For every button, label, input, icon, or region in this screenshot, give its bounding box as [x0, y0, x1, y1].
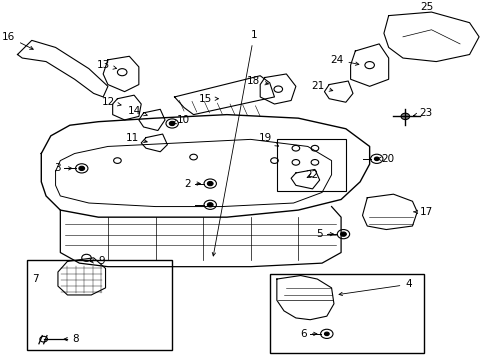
- Text: 4: 4: [339, 279, 412, 296]
- Circle shape: [374, 157, 379, 161]
- Text: 7: 7: [32, 274, 39, 284]
- Text: 9: 9: [90, 256, 105, 266]
- Text: 17: 17: [414, 207, 433, 217]
- Text: 15: 15: [198, 94, 219, 104]
- Text: 13: 13: [97, 60, 117, 70]
- Text: 23: 23: [414, 108, 433, 118]
- Text: 18: 18: [247, 76, 269, 86]
- Text: 25: 25: [420, 2, 433, 12]
- Text: 11: 11: [125, 132, 147, 143]
- Text: 10: 10: [173, 115, 190, 125]
- Circle shape: [79, 166, 85, 171]
- Text: 2: 2: [185, 179, 200, 189]
- Text: 24: 24: [330, 55, 359, 65]
- Text: 20: 20: [378, 154, 394, 164]
- Text: 6: 6: [300, 329, 317, 339]
- Circle shape: [341, 232, 346, 236]
- Bar: [27, 260, 172, 350]
- Text: 8: 8: [64, 334, 79, 344]
- Text: 22: 22: [305, 170, 318, 180]
- Bar: [270, 274, 424, 353]
- Circle shape: [324, 332, 329, 336]
- Text: 1: 1: [212, 30, 257, 256]
- Text: 12: 12: [102, 97, 121, 107]
- Bar: [277, 139, 346, 191]
- Text: 3: 3: [54, 163, 72, 174]
- Text: 21: 21: [311, 81, 333, 91]
- Circle shape: [170, 121, 175, 126]
- Circle shape: [401, 113, 410, 120]
- Text: 16: 16: [2, 32, 33, 49]
- Circle shape: [207, 203, 213, 207]
- Text: 14: 14: [128, 106, 147, 116]
- Circle shape: [207, 181, 213, 186]
- Text: 19: 19: [259, 132, 278, 146]
- Text: 5: 5: [317, 229, 334, 239]
